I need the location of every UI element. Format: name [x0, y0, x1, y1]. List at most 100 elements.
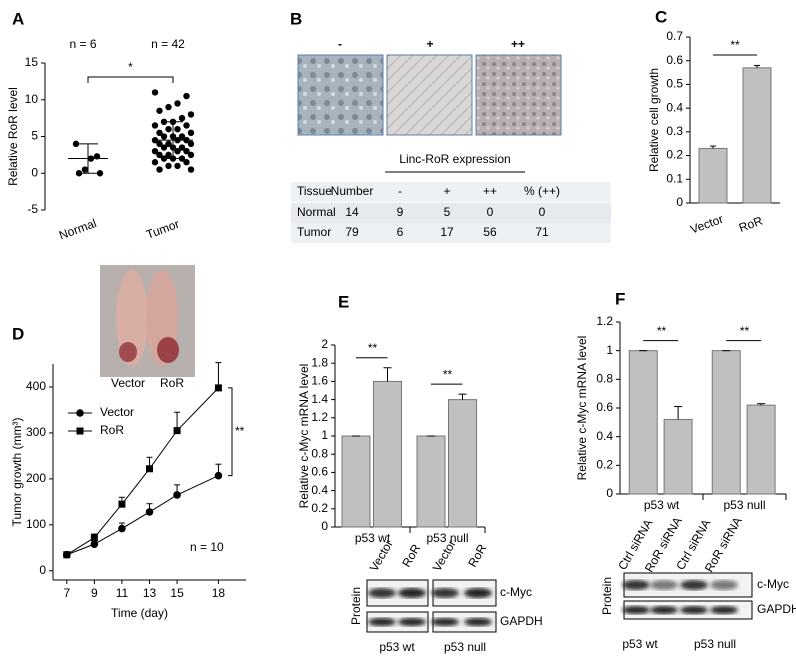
- significance-bracket: [228, 387, 233, 477]
- data-point: [174, 148, 181, 155]
- data-point: [63, 551, 71, 559]
- legend-marker: [76, 409, 84, 417]
- sample-count: n = 42: [151, 37, 185, 51]
- sample-count: n = 6: [69, 37, 96, 51]
- y-tick-label: 0: [606, 486, 613, 500]
- y-tick-label: 0: [31, 165, 38, 179]
- x-tick-label: Normal: [57, 216, 98, 242]
- data-point: [173, 491, 181, 499]
- data-point: [183, 148, 190, 155]
- table-cell: 71: [535, 225, 549, 239]
- blot-row-label: GAPDH: [757, 602, 796, 616]
- bar: [698, 147, 728, 204]
- y-tick-label: 1.2: [311, 410, 328, 424]
- data-point: [156, 107, 163, 114]
- bar: [742, 67, 772, 204]
- data-point: [151, 148, 159, 155]
- blot-group-label: p53 wt: [379, 640, 415, 654]
- significance: *: [128, 60, 133, 74]
- y-tick-label: 0.4: [311, 483, 328, 497]
- blot-band: [680, 580, 708, 590]
- data-point: [156, 166, 163, 173]
- x-tick-label: 11: [116, 586, 129, 600]
- data-point: [187, 111, 195, 118]
- data-point: [183, 159, 190, 166]
- y-tick-label: 1: [321, 428, 328, 442]
- data-point: [151, 122, 159, 129]
- y-tick-label: 0.3: [666, 124, 683, 138]
- y-tick-label: 0: [676, 195, 683, 209]
- panel-label: C: [655, 7, 667, 26]
- data-point: [156, 151, 163, 159]
- panel-label: D: [12, 324, 24, 343]
- table-cell: Tumor: [297, 225, 331, 239]
- photo-label: Vector: [111, 376, 145, 390]
- data-point: [187, 166, 195, 173]
- y-axis-label: Relative c-Myc mRNA level: [297, 364, 311, 509]
- blot-band: [431, 588, 459, 598]
- series-line: [66, 475, 219, 556]
- data-point: [174, 125, 181, 133]
- series-line: [66, 387, 219, 556]
- table-cell: Normal: [297, 205, 336, 219]
- legend-label: Vector: [100, 405, 134, 419]
- blot-row-label: c-Myc: [757, 577, 789, 591]
- blot-band: [622, 606, 650, 614]
- data-point: [165, 151, 172, 159]
- significance: **: [235, 424, 245, 438]
- x-tick-label: 7: [63, 586, 70, 600]
- tumor: [157, 337, 179, 363]
- significance: **: [740, 324, 750, 338]
- y-tick-label: 400: [26, 379, 46, 393]
- blot-band: [650, 580, 678, 590]
- panel-label: B: [290, 9, 302, 28]
- significance-bracket: [87, 76, 174, 83]
- y-tick-label: 1.6: [311, 374, 328, 388]
- data-point: [96, 170, 104, 177]
- blot-band: [710, 580, 738, 590]
- data-point: [145, 508, 154, 516]
- table-cell: 5: [444, 205, 451, 219]
- x-tick-label: Tumor: [144, 217, 181, 242]
- legend-marker: [76, 427, 84, 435]
- data-point: [118, 524, 126, 533]
- ihc-images: [297, 54, 562, 136]
- blot-frame: [366, 611, 429, 633]
- data-point: [178, 133, 186, 140]
- data-point: [156, 129, 163, 137]
- photo-label: RoR: [160, 376, 184, 390]
- table-header: +: [443, 184, 450, 198]
- table-caption: Linc-RoR expression: [399, 152, 510, 166]
- blot-band: [680, 606, 708, 614]
- x-tick-label: Vector: [688, 212, 725, 237]
- data-point: [165, 103, 172, 111]
- data-point: [160, 133, 168, 140]
- group-label: p53 wt: [355, 531, 391, 545]
- y-tick-label: 10: [25, 92, 39, 106]
- y-axis-label: Relative cell growth: [647, 68, 661, 172]
- data-point: [90, 534, 98, 542]
- y-tick-label: 0.2: [596, 458, 613, 472]
- blot-group-label: p53 null: [694, 637, 736, 651]
- data-point: [173, 427, 181, 435]
- blot-band: [368, 618, 396, 626]
- x-tick-label: 18: [212, 586, 226, 600]
- data-point: [183, 92, 190, 100]
- ihc-label: ++: [511, 37, 525, 51]
- table-header: -: [398, 184, 402, 198]
- data-point: [151, 89, 159, 96]
- table-cell: 0: [539, 205, 546, 219]
- sample-count: n = 10: [190, 540, 224, 554]
- blot-row-label: c-Myc: [500, 585, 532, 599]
- panel-label: A: [12, 9, 24, 28]
- data-point: [151, 159, 159, 166]
- y-tick-label: 1.2: [596, 314, 613, 328]
- y-tick-label: 100: [26, 517, 46, 531]
- y-tick-label: 0.2: [666, 148, 683, 162]
- mouse: [116, 270, 148, 366]
- lane-label: RoR: [465, 541, 489, 569]
- data-point: [214, 471, 223, 480]
- group-label: p53 null: [723, 498, 765, 512]
- data-point: [165, 140, 172, 148]
